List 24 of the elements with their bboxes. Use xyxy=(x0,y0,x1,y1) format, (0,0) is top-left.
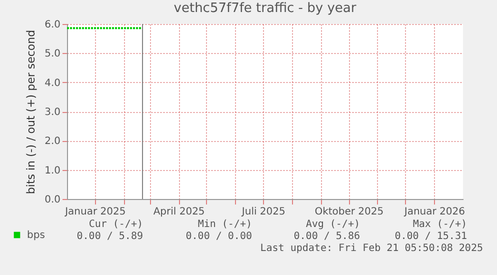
y-axis-title: bits in (-) / out (+) per second xyxy=(24,30,38,194)
y-tick-label: 4.0 xyxy=(44,78,60,89)
x-tick-label: Oktober 2025 xyxy=(314,206,384,218)
x-tick-label: April 2025 xyxy=(153,206,205,218)
x-tick-label: Juli 2025 xyxy=(240,206,286,218)
y-tick-label: 6.0 xyxy=(44,20,60,30)
text: 0.00 / 15.31 xyxy=(394,231,467,242)
text: 0.00 / 5.86 xyxy=(294,231,360,242)
text: 0.00 / 5.89 xyxy=(76,231,143,242)
legend-label: bps xyxy=(27,230,45,241)
y-tick-label: 0.0 xyxy=(44,194,60,206)
text: Min (-/+) xyxy=(198,219,252,230)
text: Avg (-/+) xyxy=(306,219,360,230)
y-tick-label: 3.0 xyxy=(44,107,60,118)
chart-title: vethc57f7fe traffic - by year xyxy=(174,1,357,16)
text: Max (-/+) xyxy=(412,219,467,230)
text: 0.00 / 0.00 xyxy=(186,231,252,242)
y-tick-label: 5.0 xyxy=(44,48,60,60)
y-tick-label: 1.0 xyxy=(44,165,60,176)
text: Last update: Fri Feb 21 05:50:08 2025 xyxy=(260,243,483,254)
y-tick-label: 2.0 xyxy=(44,136,60,148)
x-tick-label: Januar 2026 xyxy=(403,206,465,218)
text: Cur (-/+) xyxy=(88,219,143,230)
x-tick-label: Januar 2025 xyxy=(64,206,126,218)
